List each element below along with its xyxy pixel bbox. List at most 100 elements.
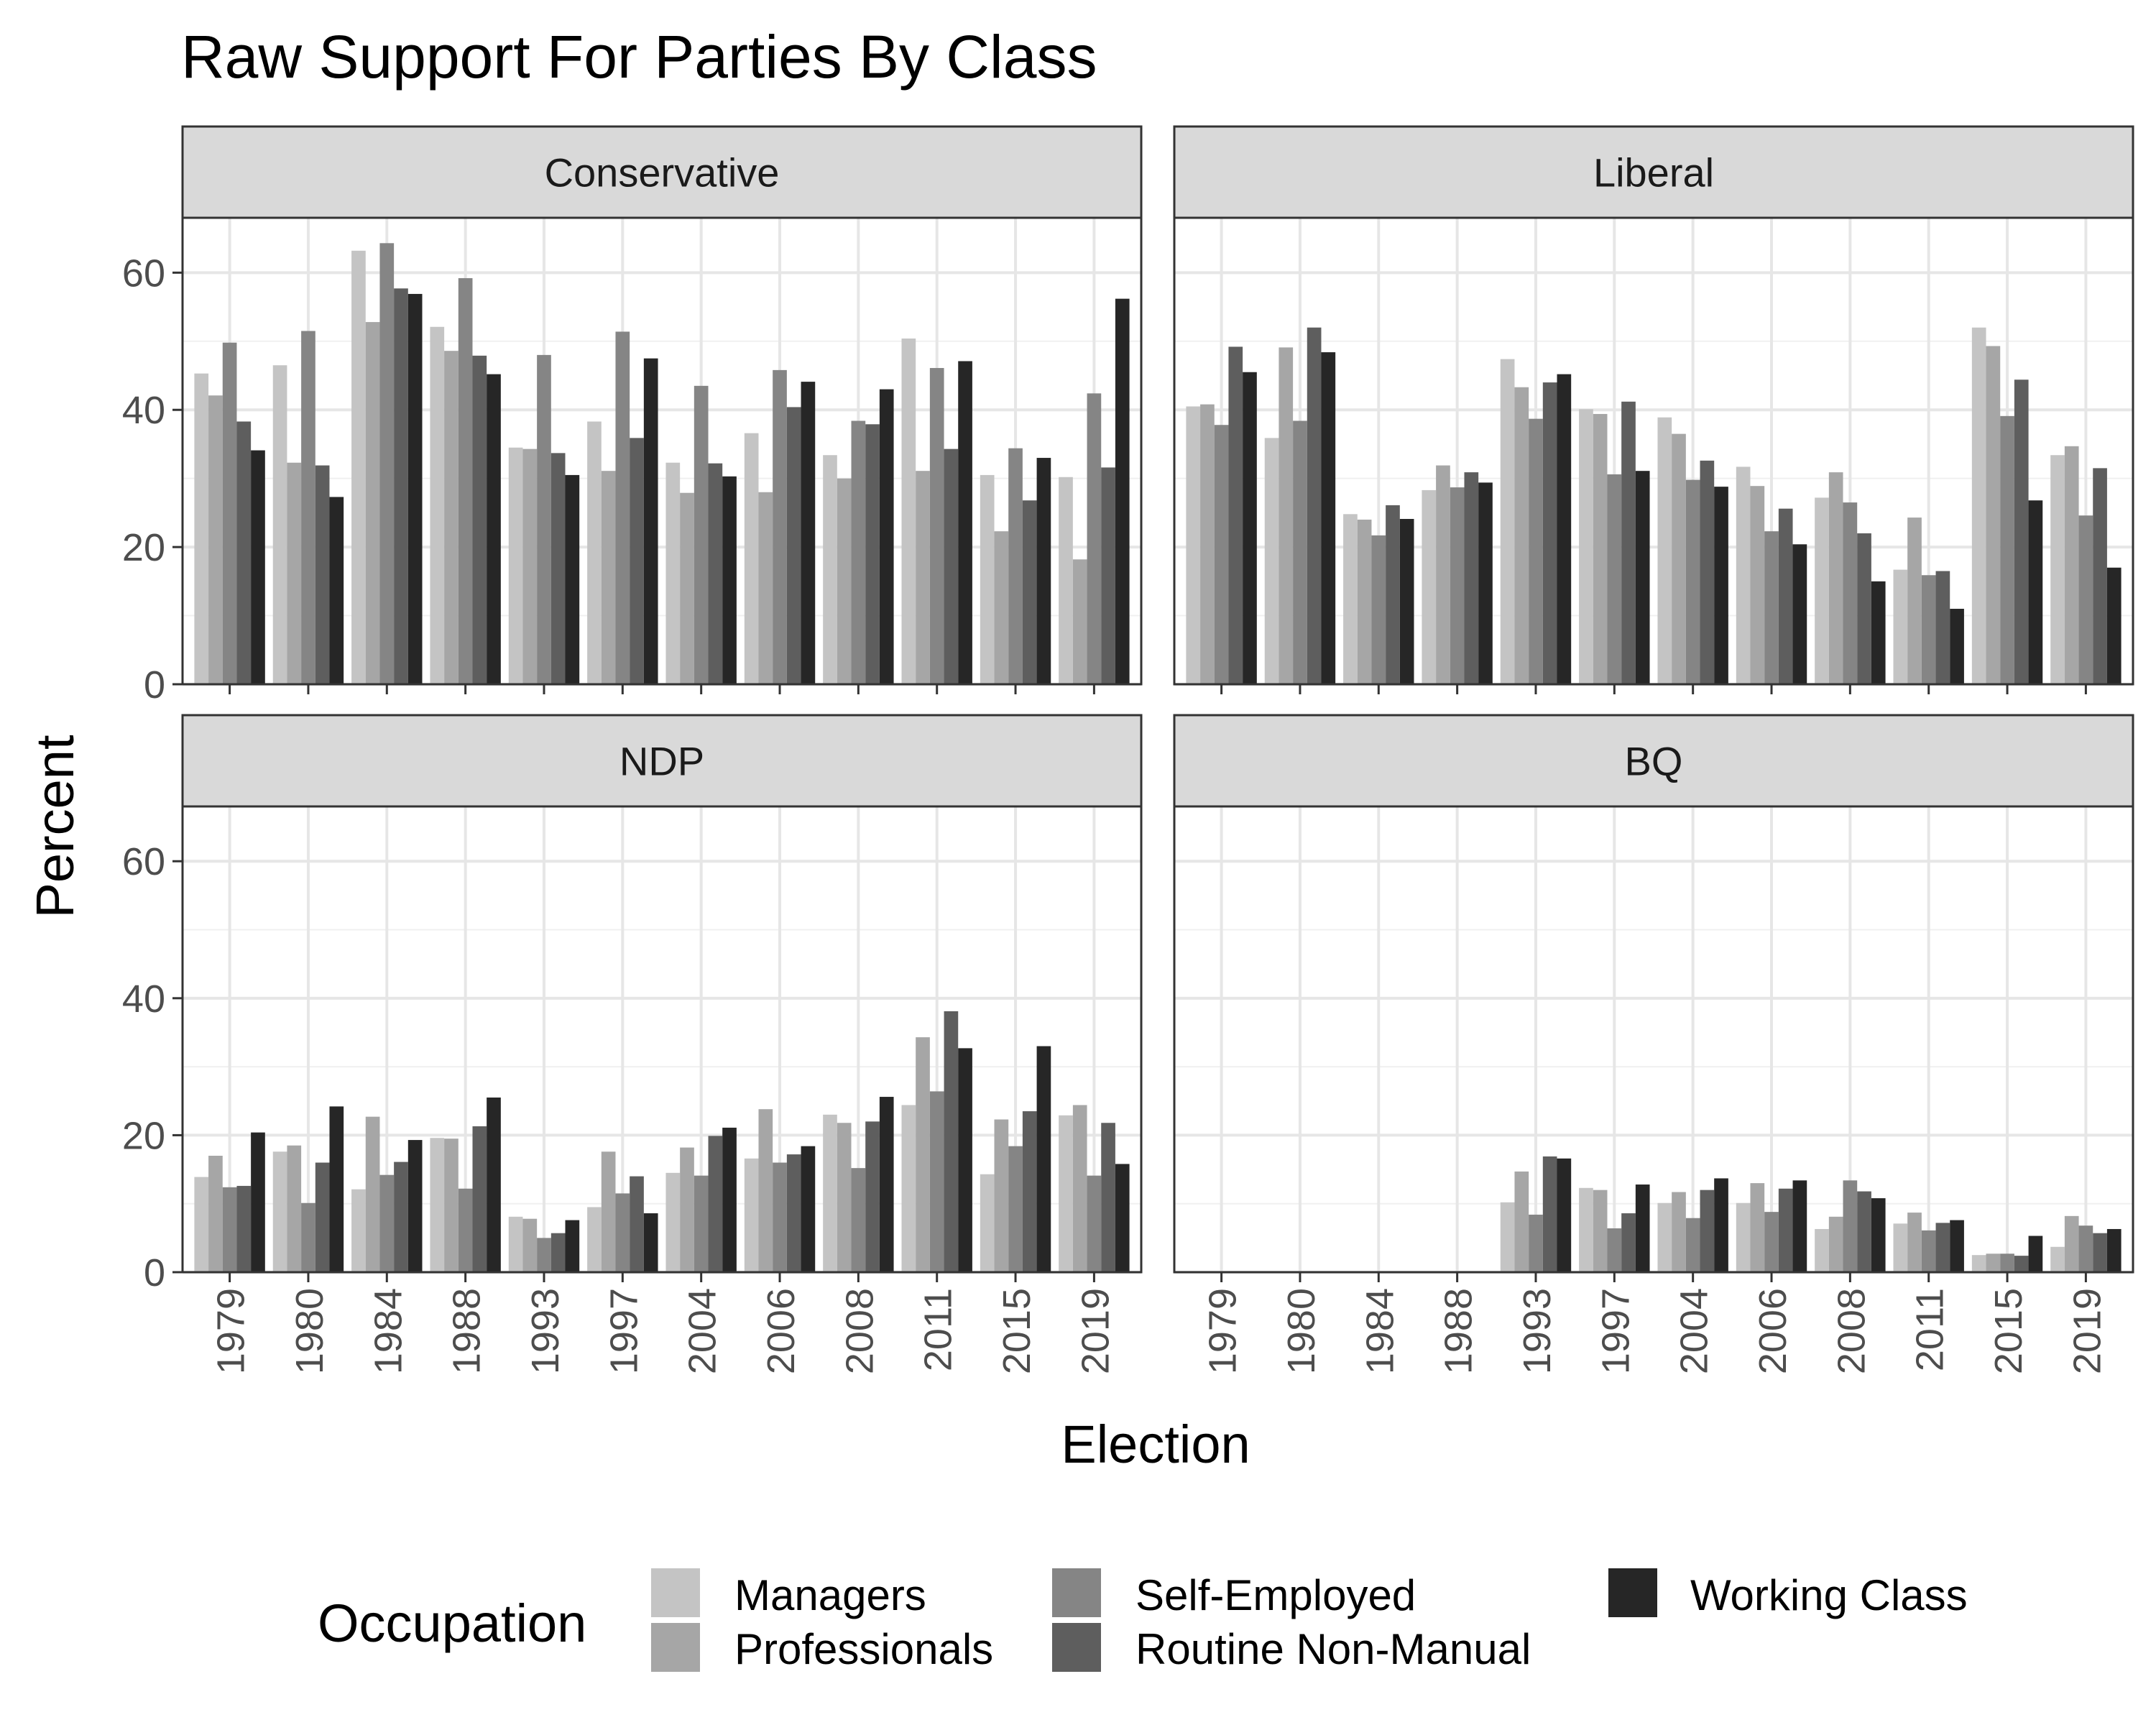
bar-conservative-2015-professionals [994,531,1009,684]
bar-bq-2015-self-employed [2000,1254,2014,1272]
legend-item-self-employed: Self-Employed [1052,1568,1416,1619]
bar-conservative-1984-managers [351,250,366,684]
bar-bq-1997-professionals [1593,1190,1608,1272]
bar-ndp-1979-routine-non-manual [236,1185,252,1272]
bar-liberal-1988-working-class [1478,482,1493,684]
bar-liberal-1984-self-employed [1371,535,1386,684]
bar-bq-1997-routine-non-manual [1621,1213,1636,1272]
x-tick-label: 2011 [1909,1288,1952,1371]
bar-liberal-2004-managers [1657,417,1672,684]
bar-ndp-1979-professionals [208,1156,223,1272]
bar-bq-1997-managers [1579,1187,1593,1272]
bar-bq-2004-professionals [1672,1192,1686,1272]
bar-liberal-1988-routine-non-manual [1464,472,1479,684]
bar-liberal-2015-routine-non-manual [2014,380,2029,684]
x-tick-label: 2011 [917,1288,960,1371]
bar-liberal-1979-managers [1186,406,1201,684]
bar-ndp-2015-routine-non-manual [1022,1111,1037,1272]
bar-conservative-1980-self-employed [301,331,315,684]
bar-ndp-2019-managers [1059,1115,1073,1272]
bar-ndp-1984-self-employed [379,1174,395,1272]
bar-liberal-2004-routine-non-manual [1700,460,1715,684]
bar-ndp-1988-working-class [487,1098,501,1272]
bar-bq-2008-managers [1815,1228,1829,1272]
bar-bq-2015-routine-non-manual [2014,1256,2029,1272]
bar-conservative-1993-managers [508,447,523,684]
bar-ndp-1988-professionals [444,1138,459,1272]
y-tick-label: 0 [144,663,165,707]
bar-conservative-1993-self-employed [537,354,551,684]
bar-conservative-2004-professionals [680,492,694,684]
bar-conservative-1979-routine-non-manual [236,421,252,684]
bar-ndp-1980-professionals [287,1145,302,1272]
bar-liberal-1984-routine-non-manual [1386,505,1400,684]
bar-conservative-2008-working-class [879,389,894,684]
bar-liberal-1984-managers [1343,514,1358,684]
bar-liberal-2011-self-employed [1921,575,1936,684]
bar-ndp-2019-professionals [1072,1105,1087,1272]
bar-liberal-2006-managers [1736,466,1751,684]
facet-conservative: Conservative 0 20 40 60 [122,125,1143,707]
bar-conservative-2004-managers [665,462,681,684]
bar-conservative-2011-self-employed [929,368,944,684]
bar-bq-2015-managers [1971,1255,1986,1272]
bar-ndp-2004-managers [665,1172,681,1272]
bar-liberal-1984-professionals [1357,519,1372,684]
bar-ndp-2008-self-employed [851,1168,866,1272]
bar-liberal-1997-self-employed [1607,474,1622,684]
bar-liberal-1993-self-employed [1529,418,1543,684]
panel-border [1173,216,2134,686]
bar-liberal-2008-working-class [1871,581,1886,684]
bar-conservative-1984-professionals [365,322,380,684]
y-tick-label: 20 [122,526,165,569]
bar-liberal-2008-routine-non-manual [1857,533,1871,684]
bar-bq-2019-self-employed [2078,1225,2093,1272]
bar-liberal-2004-working-class [1714,487,1728,684]
bar-bq-2011-professionals [1907,1213,1922,1272]
bar-ndp-1979-working-class [251,1132,265,1272]
bar-ndp-1993-professionals [522,1218,538,1272]
bar-liberal-2008-self-employed [1843,502,1858,684]
panel-border [1173,805,2134,1274]
bar-conservative-1984-working-class [407,293,423,684]
facet-strip-label: Liberal [1593,150,1714,196]
bar-conservative-2019-managers [1059,477,1073,684]
bar-ndp-1993-routine-non-manual [550,1233,566,1272]
bar-conservative-2011-working-class [958,361,972,684]
bar-bq-2015-professionals [1986,1254,2001,1272]
bar-conservative-2015-managers [980,474,995,684]
bar-ndp-1980-working-class [329,1106,344,1272]
bar-bq-2015-working-class [2028,1236,2043,1272]
bar-liberal-1980-professionals [1279,347,1294,684]
panel-border [181,216,1143,686]
bar-bq-2019-professionals [2064,1215,2079,1272]
bar-ndp-1997-self-employed [615,1193,630,1272]
bar-conservative-1988-managers [430,326,445,684]
bar-ndp-1980-routine-non-manual [315,1162,330,1272]
x-axis-title: Election [1061,1414,1250,1474]
bar-conservative-1997-routine-non-manual [630,438,644,684]
y-tick-label: 20 [122,1114,165,1157]
bar-liberal-1997-working-class [1635,471,1650,684]
bar-conservative-1980-routine-non-manual [315,465,330,684]
bar-liberal-1993-working-class [1557,374,1572,684]
bar-conservative-2004-working-class [722,476,737,684]
bar-ndp-1988-routine-non-manual [472,1126,487,1272]
bar-conservative-1980-professionals [287,462,302,684]
bar-conservative-1984-routine-non-manual [394,288,408,684]
x-tick-label: 2006 [1751,1288,1795,1374]
bar-ndp-2011-routine-non-manual [944,1011,959,1272]
bar-ndp-2019-self-employed [1087,1175,1102,1272]
bar-liberal-1984-working-class [1399,518,1414,684]
bar-ndp-1993-self-employed [537,1238,551,1272]
bar-conservative-2011-professionals [916,471,930,684]
bar-conservative-1993-routine-non-manual [550,453,566,684]
bar-ndp-1997-routine-non-manual [630,1176,644,1272]
bar-ndp-2008-routine-non-manual [865,1121,880,1272]
bar-ndp-2004-routine-non-manual [708,1136,723,1272]
bar-ndp-2006-working-class [801,1146,816,1272]
x-tick-label: 1980 [288,1288,331,1374]
facet-ndp: NDP 0 20 40 60 1979 1980 1984 1988 1993 1997 2004 20… [122,714,1143,1374]
bar-bq-2006-managers [1736,1202,1751,1272]
legend-label: Self-Employed [1135,1571,1416,1619]
